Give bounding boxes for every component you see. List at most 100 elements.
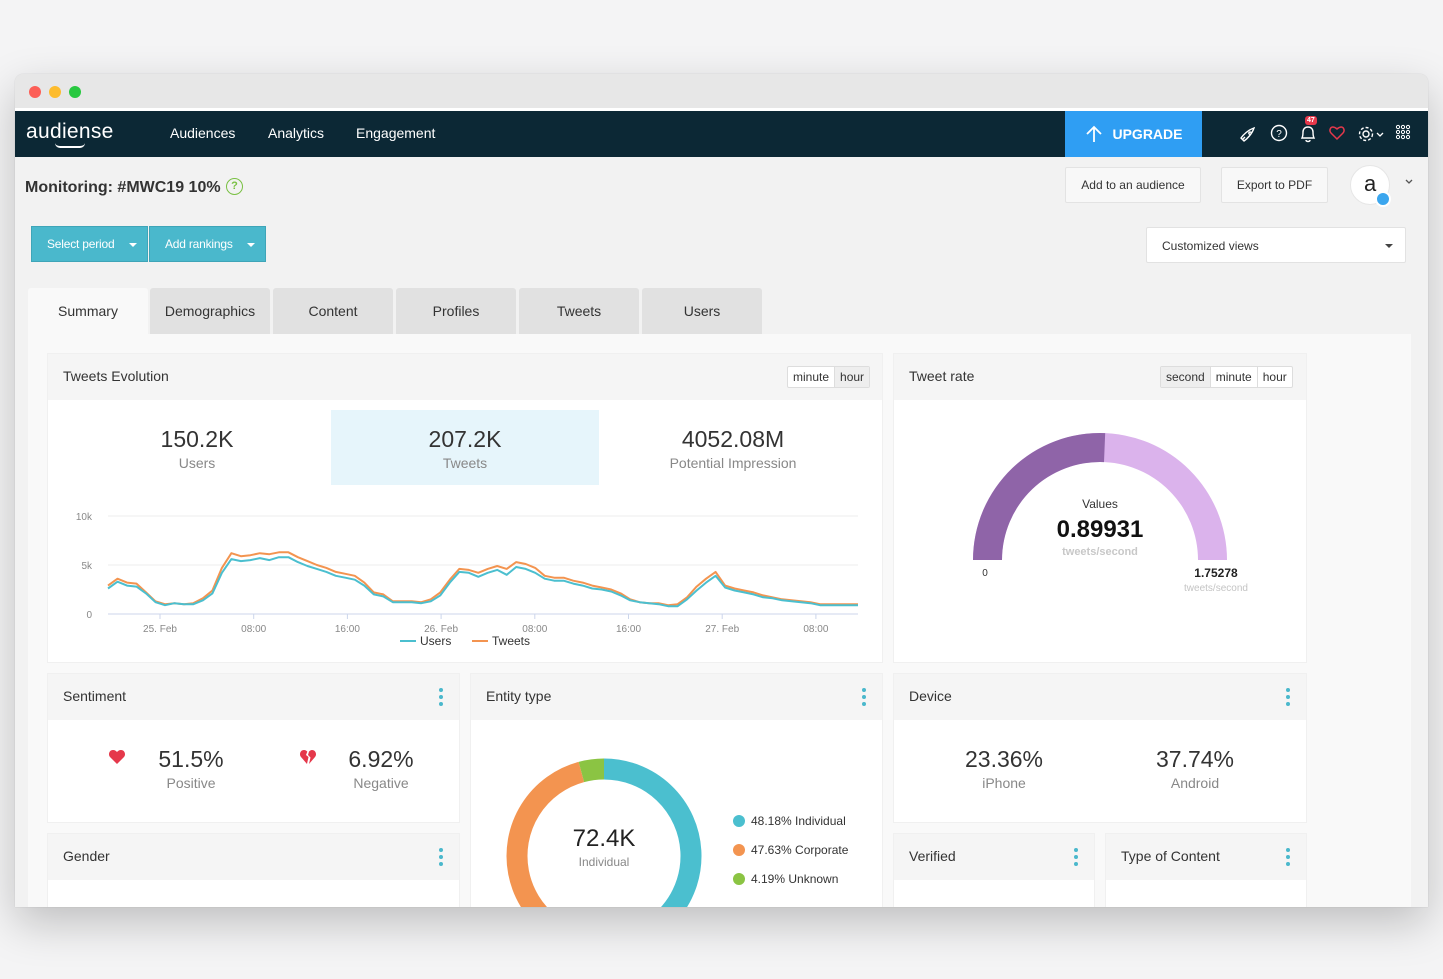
caret-down-icon [1385,244,1393,248]
granularity-toggle: second minute hour [1160,366,1293,388]
entity-type-card: Entity type 72.4K Individual 48.18% Indiv… [471,674,882,907]
more-options-icon[interactable] [439,688,443,706]
stat-value: 51.5% [158,746,224,772]
gauge-max-unit: tweets/second [1184,583,1248,594]
gender-title: Gender [63,848,110,864]
granularity-hour[interactable]: hour [834,367,870,387]
tweets-evolution-chart: 10k 5k 0 25. Feb 08:00 16:00 26. Feb 08:00 16:00… [76,512,858,648]
granularity-toggle: minute hour [787,366,871,388]
legend-label[interactable]: Users [420,634,451,648]
x-tick-label: 27. Feb [705,624,739,635]
legend-label[interactable]: Tweets [492,634,530,648]
granularity-minute[interactable]: minute [793,370,830,384]
entity-legend-item[interactable]: 48.18% Individual [733,814,846,828]
top-navbar: audiense Audiences Analytics Engagement … [15,111,1428,157]
donut-slice[interactable] [603,758,702,907]
upgrade-button[interactable]: UPGRADE [1065,111,1202,157]
y-tick-label: 0 [86,610,92,621]
stat-label: Tweets [442,455,488,471]
rocket-icon[interactable] [1238,124,1258,144]
stat-value: 37.74% [1155,746,1234,772]
x-tick-label: 16:00 [335,624,360,635]
info-help-icon[interactable]: ? [226,178,243,195]
window-titlebar [15,74,1428,108]
add-rankings-button[interactable]: Add rankings [149,226,266,262]
audiense-logo[interactable]: audiense [26,120,114,143]
users-stat[interactable]: 150.2K Users [64,426,330,471]
entity-legend-item[interactable]: 4.19% Unknown [733,872,838,886]
x-tick-label: 16:00 [616,624,641,635]
donut-slice[interactable] [578,758,605,783]
close-window-button[interactable] [29,86,41,98]
verified-title: Verified [909,848,956,864]
customized-views-select[interactable]: Customized views [1146,227,1406,263]
select-period-button[interactable]: Select period [31,226,148,262]
iphone-stat: 23.36% iPhone [929,746,1079,791]
android-stat: 37.74% Android [1120,746,1270,791]
select-period-label: Select period [47,237,115,251]
card-header: Tweets Evolution minute hour [48,354,882,400]
y-tick-label: 5k [81,561,93,572]
nav-engagement[interactable]: Engagement [356,125,436,141]
x-tick-label: 08:00 [241,624,266,635]
series-line-users[interactable] [107,556,858,608]
stat-value: 207.2K [428,426,502,452]
stat-label: Android [1170,775,1220,791]
gauge-min-label: 0 [982,568,988,579]
legend-swatch [733,815,745,827]
tab-profiles[interactable]: Profiles [396,288,516,334]
help-icon[interactable]: ? [1270,124,1288,142]
tab-users[interactable]: Users [642,288,762,334]
legend-label: 4.19% Unknown [751,872,839,886]
entity-legend-item[interactable]: 47.63% Corporate [733,843,848,857]
tweets-evolution-title: Tweets Evolution [63,368,169,384]
bell-icon[interactable] [1299,124,1317,144]
more-options-icon[interactable] [1286,848,1290,866]
more-options-icon[interactable] [1286,688,1290,706]
add-to-audience-button[interactable]: Add to an audience [1065,167,1201,203]
gear-icon[interactable] [1357,124,1387,144]
more-options-icon[interactable] [439,848,443,866]
sentiment-card: Sentiment 51.5% Positive 6.92% Negative [48,674,459,822]
entity-type-title: Entity type [486,688,552,704]
y-tick-label: 10k [76,512,93,523]
granularity-second[interactable]: second [1161,367,1210,387]
card-header: Device [894,674,1306,720]
more-options-icon[interactable] [862,688,866,706]
tab-tweets[interactable]: Tweets [519,288,639,334]
stat-value: 6.92% [348,746,414,772]
card-header: Verified [894,834,1094,880]
gauge-caption: Values [1082,497,1118,511]
tweets-stat[interactable]: 207.2K Tweets [331,410,599,485]
maximize-window-button[interactable] [69,86,81,98]
chevron-down-icon[interactable] [1404,178,1414,186]
export-pdf-button[interactable]: Export to PDF [1221,167,1328,203]
nav-audiences[interactable]: Audiences [170,125,236,141]
granularity-hour[interactable]: hour [1256,367,1292,387]
logo-smile-mark [55,143,85,148]
upgrade-label: UPGRADE [1112,126,1183,142]
twitter-icon [1375,191,1391,207]
donut-slice[interactable] [506,761,614,907]
heart-outline-icon[interactable] [1328,124,1346,142]
minimize-window-button[interactable] [49,86,61,98]
type-of-content-title: Type of Content [1121,848,1220,864]
granularity-minute[interactable]: minute [1209,367,1257,387]
negative-stat: 6.92% Negative [304,746,458,791]
impression-stat[interactable]: 4052.08M Potential Impression [600,426,866,471]
legend-label: 47.63% Corporate [751,843,849,857]
tab-summary[interactable]: Summary [28,288,148,334]
series-line-tweets[interactable] [107,551,858,607]
nav-analytics[interactable]: Analytics [268,125,325,141]
more-options-icon[interactable] [1074,848,1078,866]
card-header: Gender [48,834,459,880]
gauge-value: 0.89931 [1057,516,1144,543]
tab-demographics[interactable]: Demographics [150,288,270,334]
customized-views-label: Customized views [1162,239,1259,253]
apps-grid-icon[interactable] [1395,124,1411,140]
caret-down-icon [129,243,137,247]
tab-content[interactable]: Content [273,288,393,334]
card-header: Tweet rate second minute hour [894,354,1306,400]
gauge-unit: tweets/second [1062,546,1138,558]
avatar-letter: a [1364,171,1377,196]
